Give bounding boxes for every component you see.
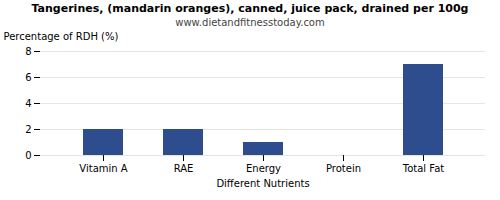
svg-text:Different Nutrients: Different Nutrients: [216, 178, 309, 189]
svg-text:4: 4: [25, 98, 31, 109]
svg-text:Total Fat: Total Fat: [402, 163, 444, 174]
svg-text:RAE: RAE: [174, 163, 194, 174]
html-text:www.dietandfitnesstoday.com: www.dietandfitnesstoday.com: [175, 17, 325, 28]
svg-text:8: 8: [25, 46, 31, 57]
svg-text:Energy: Energy: [246, 163, 281, 174]
svg-text:Vitamin A: Vitamin A: [79, 163, 127, 174]
svg-text:0: 0: [25, 150, 31, 161]
svg-text:Protein: Protein: [326, 163, 361, 174]
html-text:Tangerines, (mandarin oranges): Tangerines, (mandarin oranges), canned, …: [31, 2, 469, 15]
svg-text:Percentage of RDH (%): Percentage of RDH (%): [4, 31, 119, 42]
svg-text:6: 6: [25, 72, 31, 83]
svg-text:2: 2: [25, 124, 31, 135]
